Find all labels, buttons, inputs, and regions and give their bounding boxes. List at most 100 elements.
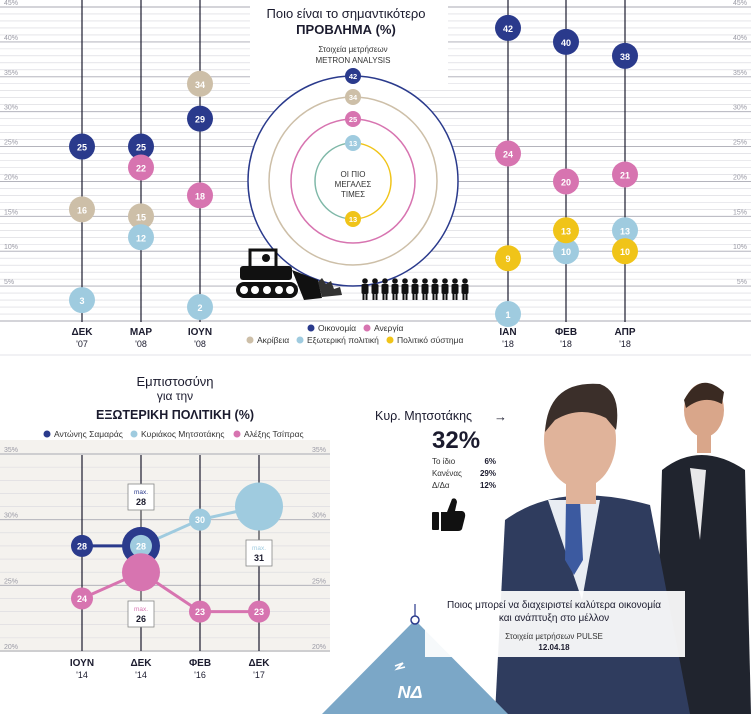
person-leg: [452, 293, 455, 300]
y-tick-label-left: 20%: [4, 174, 18, 181]
person-head: [462, 278, 468, 284]
top-chart-legend: Οικονομία Ανεργία Ακρίβεια Εξωτερική πολ…: [246, 323, 463, 345]
data-label: 3: [79, 296, 84, 306]
data-point: [612, 217, 638, 244]
legend-dot-economy: [307, 324, 315, 332]
data-label: 13: [561, 226, 571, 236]
person-leg: [382, 293, 385, 300]
y-tick-label-left: 35%: [4, 70, 18, 77]
x-label-month: ΙΟΥΝ: [188, 327, 212, 338]
data-label: 28: [136, 541, 146, 551]
y-tick-label-right: 30%: [733, 105, 747, 112]
max-value-label: 34: [349, 93, 358, 102]
data-point: [495, 245, 521, 272]
x-label-year: '16: [194, 670, 206, 680]
y-tick-label-left: 40%: [4, 35, 18, 42]
data-label: 21: [620, 170, 630, 180]
max-box-label: max.: [134, 489, 148, 496]
data-label: 40: [561, 38, 571, 48]
person-body: [391, 284, 399, 294]
data-point: [495, 301, 521, 328]
top-chart-y-ticks: 5% 5% 10% 10% 15% 15% 20% 20% 25% 25% 30% 30% 35% 35%…: [4, 0, 747, 286]
top-chart-title-bold: ΠΡΟΒΛΗΜΑ (%): [296, 22, 396, 37]
max-value-bubble: [345, 211, 361, 227]
data-label: 10: [620, 247, 630, 257]
person-head: [372, 278, 378, 284]
data-label: 9: [505, 254, 510, 264]
center-text-line2: ΜΕΓΑΛΕΣ: [335, 180, 372, 189]
data-point: [69, 196, 95, 223]
person-leg: [385, 293, 388, 300]
legend-dot-foreign-policy: [296, 336, 304, 344]
max-box: [127, 483, 155, 511]
question-line1: Ποιος μπορεί να διαχειριστεί καλύτερα οι…: [447, 599, 661, 611]
person-leg: [455, 293, 458, 300]
y-tick-label-left: 30%: [4, 513, 18, 520]
data-label: 25: [77, 143, 87, 153]
data-point: [128, 154, 154, 181]
legend-dot-unemployment: [363, 324, 371, 332]
legend-dot-prices: [246, 336, 254, 344]
pulse-name: Κυρ. Μητσοτάκης: [375, 409, 472, 423]
max-value-bubble: [345, 68, 361, 84]
data-point: [495, 14, 521, 41]
person-leg: [362, 293, 365, 300]
data-label: 10: [561, 247, 571, 257]
data-point: [71, 534, 93, 557]
data-label: 15: [136, 212, 146, 222]
person-body: [421, 284, 429, 294]
pulse-row-value: 29%: [480, 469, 496, 478]
data-label: 20: [561, 177, 571, 187]
politicians-photo: [495, 370, 751, 714]
x-label-month: ΜΑΡ: [130, 327, 153, 338]
data-label: 24: [77, 594, 87, 604]
data-label: 30: [195, 515, 205, 525]
max-ring-foreign-policy: [314, 142, 354, 220]
max-box: [245, 539, 273, 567]
person-head: [422, 278, 428, 284]
pulse-row-value: 12%: [480, 481, 496, 490]
person-leg: [392, 293, 395, 300]
data-label: 28: [77, 541, 87, 551]
data-label: 13: [620, 226, 630, 236]
legend-prices: Ακρίβεια: [257, 335, 289, 345]
person-leg: [462, 293, 465, 300]
legend-dot-political-system: [386, 336, 394, 344]
data-label: 25: [136, 143, 146, 153]
max-box-value: 31: [254, 553, 264, 563]
y-tick-label-left: 5%: [4, 279, 14, 286]
x-label-month: ΑΠΡ: [614, 327, 635, 338]
data-point: [187, 182, 213, 209]
y-tick-label-right: 30%: [312, 513, 326, 520]
data-point: [69, 133, 95, 160]
max-data-point: [235, 482, 283, 531]
data-label: 24: [503, 150, 513, 160]
y-tick-label-left: 10%: [4, 244, 18, 251]
max-value-label: 42: [349, 72, 357, 81]
person-head: [362, 278, 368, 284]
y-tick-label-right: 15%: [733, 209, 747, 216]
data-point: [553, 238, 579, 265]
data-label: 18: [195, 191, 205, 201]
y-tick-label-left: 25%: [4, 140, 18, 147]
x-label-month: ΔΕΚ: [130, 658, 152, 669]
data-point: [495, 140, 521, 167]
legend-dot-samaras: [43, 430, 51, 438]
question-line2: και ανάπτυξη στο μέλλον: [499, 612, 609, 624]
top-chart-source-line1: Στοιχεία μετρήσεων: [318, 45, 387, 54]
max-box-value: 26: [136, 614, 146, 624]
arrow-right-icon: →: [494, 409, 507, 424]
x-label-year: '18: [619, 339, 631, 349]
data-point: [553, 217, 579, 244]
data-point: [128, 203, 154, 230]
max-box-label: max.: [252, 545, 266, 552]
data-label: 22: [136, 163, 146, 173]
person-leg: [435, 293, 438, 300]
max-value-label: 25: [349, 115, 357, 124]
series-line: [81, 570, 259, 614]
y-tick-label-right: 10%: [733, 244, 747, 251]
person-leg: [405, 293, 408, 300]
